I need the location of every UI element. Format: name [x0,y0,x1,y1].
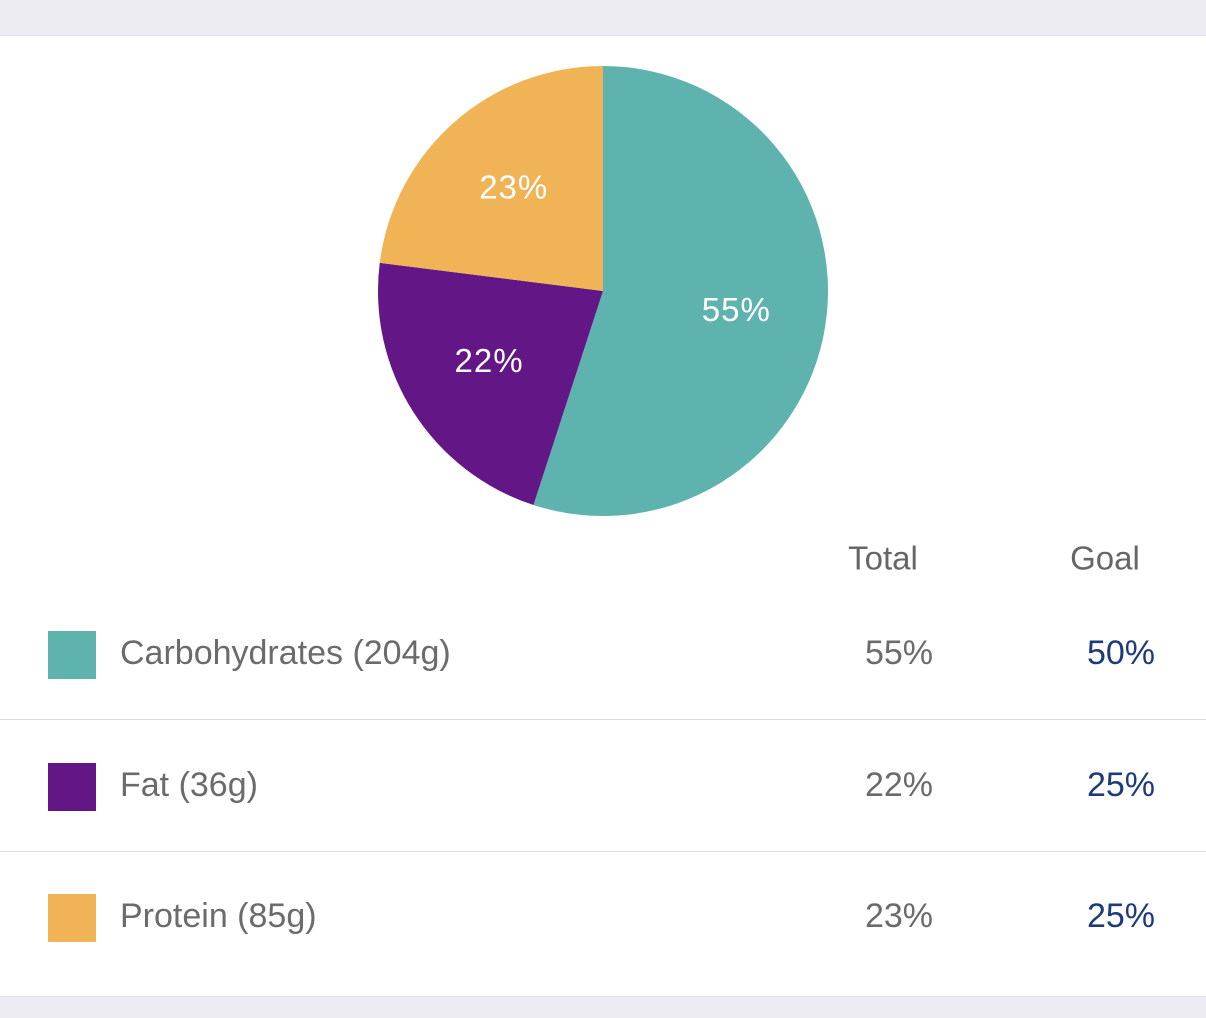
legend-swatch [48,631,96,679]
total-value: 23% [865,897,933,935]
goal-value: 50% [1087,634,1155,672]
column-header: Total [848,540,918,577]
macro-name: Carbohydrates (204g) [120,634,451,672]
slice-label: 23% [479,168,548,205]
column-header: Goal [1070,540,1140,577]
legend-swatch [48,763,96,811]
total-value: 22% [865,766,933,804]
goal-value: 25% [1087,897,1155,935]
legend-swatch [48,894,96,942]
pie-slice [533,66,829,516]
pie-slice [378,262,603,505]
macro-name: Protein (85g) [120,897,317,935]
goal-value: 25% [1087,766,1155,804]
total-value: 55% [865,634,933,672]
slice-label: 22% [454,342,523,379]
macro-name: Fat (36g) [120,766,258,804]
slice-label: 55% [702,291,771,328]
pie-slice [379,66,603,291]
